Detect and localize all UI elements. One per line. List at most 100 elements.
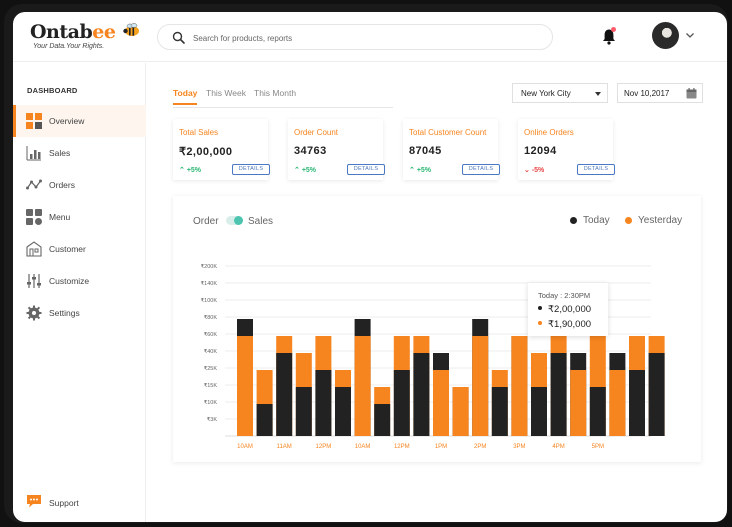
grid-icon: [26, 209, 42, 225]
legend-dot-yesterday: [625, 217, 632, 224]
tab-today[interactable]: Today: [173, 88, 198, 105]
line-nodes-icon: [26, 179, 42, 190]
calendar-icon[interactable]: [686, 88, 697, 99]
chat-support-icon: [27, 495, 41, 508]
bar-yesterday[interactable]: [237, 336, 253, 436]
period-tabs: Today This Week This Month: [173, 88, 393, 108]
details-button[interactable]: DETAILS: [462, 164, 500, 175]
city-select[interactable]: New York City: [512, 83, 608, 103]
card-value: 34763: [294, 145, 327, 157]
arrow-down-icon: ⌄: [524, 167, 530, 174]
arrow-up-icon: ⌃: [179, 167, 185, 174]
x-tick-label: 3PM: [513, 444, 525, 450]
tooltip-yesterday: ₹1,90,000: [538, 319, 591, 330]
x-tick-label: 4PM: [552, 444, 564, 450]
bar-today[interactable]: [413, 353, 430, 436]
details-button[interactable]: DETAILS: [232, 164, 270, 175]
x-tick-label: 11AM: [277, 444, 292, 450]
bar-today[interactable]: [491, 387, 508, 436]
bar-today[interactable]: [295, 387, 312, 436]
top-header: Ontabee Your Data.Your Rights.: [13, 12, 727, 62]
date-picker[interactable]: Nov 10,2017: [617, 83, 703, 103]
tooltip-yesterday-dot: [538, 321, 542, 326]
details-button[interactable]: DETAILS: [347, 164, 385, 175]
tooltip-today: ₹2,00,000: [538, 304, 591, 315]
tab-this-week[interactable]: This Week: [206, 88, 246, 98]
y-tick-label: ₹80K: [204, 314, 218, 321]
search-bar[interactable]: [157, 24, 553, 50]
details-button[interactable]: DETAILS: [577, 164, 615, 175]
sidebar-item-support[interactable]: Support: [13, 487, 146, 517]
bar-yesterday[interactable]: [609, 370, 626, 436]
tab-this-month[interactable]: This Month: [254, 88, 297, 98]
y-tick-label: ₹100K: [201, 297, 218, 304]
sidebar-item-menu[interactable]: Menu: [13, 201, 146, 233]
device-frame: Ontabee Your Data.Your Rights.: [4, 4, 728, 523]
card-title: Total Customer Count: [409, 128, 487, 137]
bar-today[interactable]: [589, 387, 606, 436]
bar-today[interactable]: [393, 370, 410, 436]
bar-today[interactable]: [531, 387, 547, 436]
tooltip-today-dot: [538, 306, 542, 311]
sidebar-item-sales[interactable]: Sales: [13, 137, 146, 169]
date-value: Nov 10,2017: [624, 89, 670, 98]
legend-dot-today: [570, 217, 577, 224]
building-icon: [26, 241, 42, 257]
bar-yesterday[interactable]: [472, 336, 489, 436]
bar-yesterday[interactable]: [570, 370, 587, 436]
bar-today[interactable]: [256, 404, 273, 436]
bar-chart-icon: [26, 146, 41, 161]
x-tick-label: 1PM: [435, 444, 447, 450]
sidebar-item-customize[interactable]: Customize: [13, 265, 146, 297]
bar-today[interactable]: [276, 353, 293, 436]
notification-bell-icon[interactable]: [602, 28, 616, 45]
gear-icon: [26, 305, 42, 321]
brand-tagline: Your Data.Your Rights.: [33, 43, 105, 50]
bar-today[interactable]: [629, 370, 645, 436]
sliders-icon: [27, 274, 41, 288]
user-avatar[interactable]: [652, 22, 679, 49]
bar-today[interactable]: [335, 387, 351, 436]
search-input[interactable]: [193, 29, 533, 47]
sidebar-item-label: Overview: [49, 116, 85, 126]
x-tick-label: 12PM: [394, 444, 410, 450]
bar-today[interactable]: [648, 353, 665, 436]
bar-yesterday[interactable]: [452, 387, 469, 436]
sidebar-item-label: Menu: [49, 212, 71, 222]
bar-yesterday[interactable]: [354, 336, 371, 436]
sidebar-item-customer[interactable]: Customer: [13, 233, 146, 265]
sidebar-item-orders[interactable]: Orders: [13, 169, 146, 201]
y-tick-label: ₹10K: [204, 399, 218, 406]
chevron-down-icon[interactable]: [685, 32, 695, 39]
brand-logo[interactable]: Ontabee Your Data.Your Rights.: [30, 21, 140, 55]
bar-today[interactable]: [550, 353, 567, 436]
y-tick-label: ₹15K: [204, 382, 218, 389]
card-title: Total Sales: [179, 128, 219, 137]
bar-today[interactable]: [374, 404, 391, 436]
card-delta: ⌄ -5%: [524, 167, 545, 174]
x-tick-label: 5PM: [592, 444, 604, 450]
search-icon: [172, 31, 185, 44]
tooltip-title: Today : 2:30PM: [538, 291, 591, 300]
card-title: Order Count: [294, 128, 339, 137]
bar-yesterday[interactable]: [511, 336, 528, 436]
x-tick-label: 12PM: [316, 444, 332, 450]
sidebar-item-label: Support: [49, 498, 79, 508]
stat-card-online-orders: Online Orders 12094 ⌄ -5% DETAILS: [518, 119, 615, 180]
y-tick-label: ₹25K: [204, 365, 218, 372]
sidebar-item-settings[interactable]: Settings: [13, 297, 146, 329]
bar-today[interactable]: [315, 370, 332, 436]
legend-label-today: Today: [583, 215, 610, 226]
order-sales-toggle[interactable]: [226, 216, 243, 225]
card-value: ₹2,00,000: [179, 146, 233, 158]
stat-card-order-count: Order Count 34763 ⌃ +5% DETAILS: [288, 119, 385, 180]
sidebar-item-overview[interactable]: Overview: [13, 105, 146, 137]
sidebar-item-label: Orders: [49, 180, 75, 190]
caret-down-icon: [595, 92, 601, 96]
bar-yesterday[interactable]: [433, 370, 449, 436]
chart-panel: Order Sales Today Yesterday ₹3K ₹10K ₹15K ₹…: [173, 196, 701, 462]
stat-card-customer-count: Total Customer Count 87045 ⌃ +5% DETAILS: [403, 119, 500, 180]
x-tick-label: 2PM: [474, 444, 486, 450]
sidebar-item-label: Customize: [49, 276, 90, 286]
stat-card-total-sales: Total Sales ₹2,00,000 ⌃ +5% DETAILS: [173, 119, 270, 180]
